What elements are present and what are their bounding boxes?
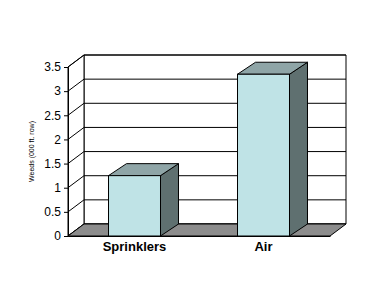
tick-label: 3.5 (44, 60, 61, 74)
bar-group (238, 62, 308, 236)
tick: 3 (54, 84, 68, 98)
y-axis: 0 0.5 1 1.5 2 2.5 3 3.5 (44, 60, 68, 243)
bar-group (109, 164, 179, 236)
side-wall (68, 55, 84, 236)
bar-side (160, 164, 178, 236)
tick-label: Sprinklers (103, 239, 167, 254)
bar-side (289, 62, 307, 236)
bars (109, 62, 308, 236)
tick-label: 2 (54, 133, 61, 147)
bar-top (109, 164, 179, 176)
tick-label: 0 (54, 229, 61, 243)
bar (109, 176, 161, 236)
tick-label: 1.5 (44, 157, 61, 171)
tick: Air (254, 236, 272, 254)
tick-mark (64, 212, 68, 213)
axis-line (69, 236, 331, 237)
tick-mark (64, 115, 68, 116)
tick-mark (64, 164, 68, 165)
tick-label: 0.5 (44, 205, 61, 219)
bar (238, 74, 290, 236)
tick-mark (64, 236, 68, 237)
tick-label: Air (254, 239, 272, 254)
tick: 0 (54, 229, 68, 243)
tick: 0.5 (44, 205, 68, 219)
tick: 1 (54, 181, 68, 195)
axis-line (64, 68, 69, 237)
y-axis-title: Weeds (000 ft. row) (28, 121, 36, 182)
tick-mark (64, 91, 68, 92)
bar-top (238, 62, 308, 74)
tick: 2 (54, 133, 68, 147)
grid (68, 55, 346, 236)
tick: 2.5 (44, 109, 68, 123)
tick: Sprinklers (103, 236, 167, 254)
chart: 0 0.5 1 1.5 2 2.5 3 3.5 Sprinklers Air Weeds (000 … (0, 0, 384, 287)
tick-mark (64, 67, 68, 68)
tick-mark (64, 188, 68, 189)
tick-mark (64, 139, 68, 140)
tick: 3.5 (44, 60, 68, 74)
tick-label: 3 (54, 84, 61, 98)
tick-label: 1 (54, 181, 61, 195)
x-axis: Sprinklers Air (69, 236, 331, 254)
tick: 1.5 (44, 157, 68, 171)
tick-label: 2.5 (44, 109, 61, 123)
